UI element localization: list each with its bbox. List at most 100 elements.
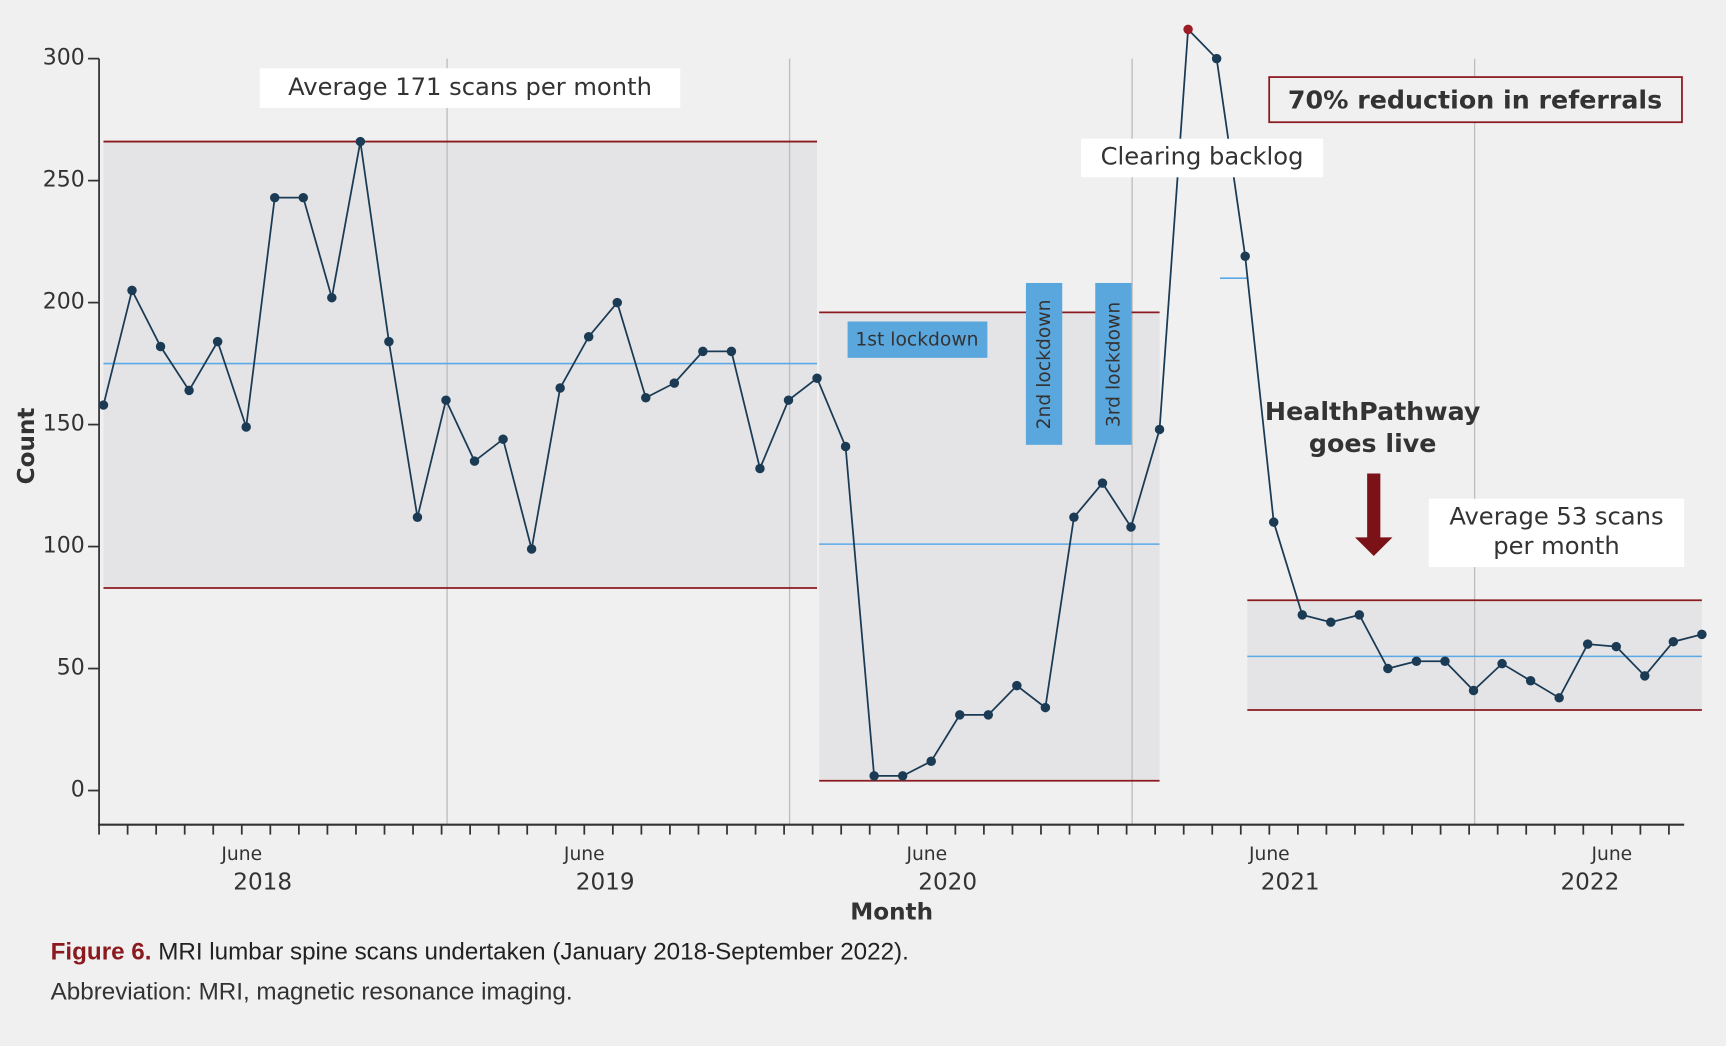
year-label: 2021 [1261,870,1320,896]
data-point [1069,512,1079,523]
data-point [1497,658,1507,669]
healthpathway-label: HealthPathway [1265,396,1481,426]
data-point [184,385,194,396]
data-point [1354,610,1365,620]
data-point [412,512,423,523]
y-tick-label: 200 [43,290,85,315]
phase-label-box [259,68,681,108]
data-point [327,292,337,303]
data-point [1154,424,1165,435]
data-point [1582,639,1593,649]
data-point [983,710,994,720]
caption: Figure 6. MRI lumbar spine scans underta… [51,939,909,966]
data-point [583,332,594,342]
data-point [298,192,309,203]
lockdown-label: 1st lockdown [855,330,978,351]
data-point [1611,641,1621,652]
data-point [498,434,508,444]
lockdown-label: 2nd lockdown [1034,300,1055,430]
y-tick-label: 100 [43,534,85,559]
data-point [384,336,394,347]
data-point [441,395,451,405]
data-point [1525,676,1536,686]
data-point [127,285,137,296]
data-point [155,341,166,352]
y-tick-label: 300 [43,46,85,71]
data-point [1697,629,1707,640]
lockdown-box [1095,282,1132,445]
y-tick-label: 0 [71,778,85,803]
x-tick-label: June [563,844,605,865]
data-point [241,422,251,432]
year-label: 2019 [576,870,635,896]
data-point [897,771,908,781]
data-point [1640,671,1650,681]
reduction-label: 70% reduction in referrals [1288,84,1662,114]
data-point [641,393,651,403]
data-point [98,400,109,410]
year-label: 2020 [918,870,977,896]
abbreviation: Abbreviation: MRI, magnetic resonance im… [51,979,573,1006]
y-tick-label: 150 [43,412,85,437]
data-point [1383,663,1393,674]
phase-label: Average 171 scans per month [288,73,652,101]
data-point [669,378,680,388]
lockdown-box [1025,282,1063,445]
data-point [926,756,936,766]
data-point [212,336,223,347]
data-point [783,395,794,405]
y-tick-label: 50 [57,656,85,681]
data-point [269,192,280,203]
phase-label: Average 53 scans [1449,502,1663,530]
phase-region [103,141,818,589]
backlog-label-box [1080,138,1324,178]
caption-text: MRI lumbar spine scans undertaken (Janua… [151,939,908,966]
lockdown-box [847,321,988,358]
lockdown-label: 3rd lockdown [1103,302,1124,427]
data-point [1440,656,1450,666]
data-point [1668,636,1679,647]
arrow [1355,473,1393,557]
year-label: 2018 [233,870,292,896]
data-point [755,463,765,474]
data-point [869,771,879,781]
data-point [1554,693,1564,703]
data-point [1126,522,1136,532]
data-point [698,346,708,357]
data-point [612,297,622,308]
data-point [1012,680,1022,691]
reduction-label-box [1268,76,1683,124]
data-point [1097,478,1108,488]
x-tick-label: June [1248,844,1290,865]
backlog-label: Clearing backlog [1101,142,1304,170]
x-axis-title: Month [850,899,933,925]
phase-label: per month [1493,532,1619,560]
data-point [726,346,737,357]
data-point [1211,53,1222,64]
data-point [1240,251,1250,261]
data-point [526,544,537,554]
data-point [1326,617,1336,627]
data-point [555,383,565,393]
data-point [1040,702,1051,713]
data-point [355,136,366,147]
x-tick-label: June [1590,844,1632,865]
year-label: 2022 [1560,870,1619,896]
x-tick-label: June [220,844,262,865]
data-point [1183,24,1193,35]
data-point [812,373,822,383]
y-axis-title: Count [14,408,40,485]
data-point [840,441,851,452]
data-point [955,710,965,720]
data-point [469,456,480,466]
y-tick-label: 250 [43,168,85,193]
data-point [1297,610,1308,620]
x-tick-label: June [905,844,947,865]
caption-label: Figure 6. [51,939,152,966]
data-point [1268,517,1279,527]
data-point [1468,685,1479,696]
healthpathway-label: goes live [1309,428,1437,458]
phase-label-box [1428,498,1685,568]
